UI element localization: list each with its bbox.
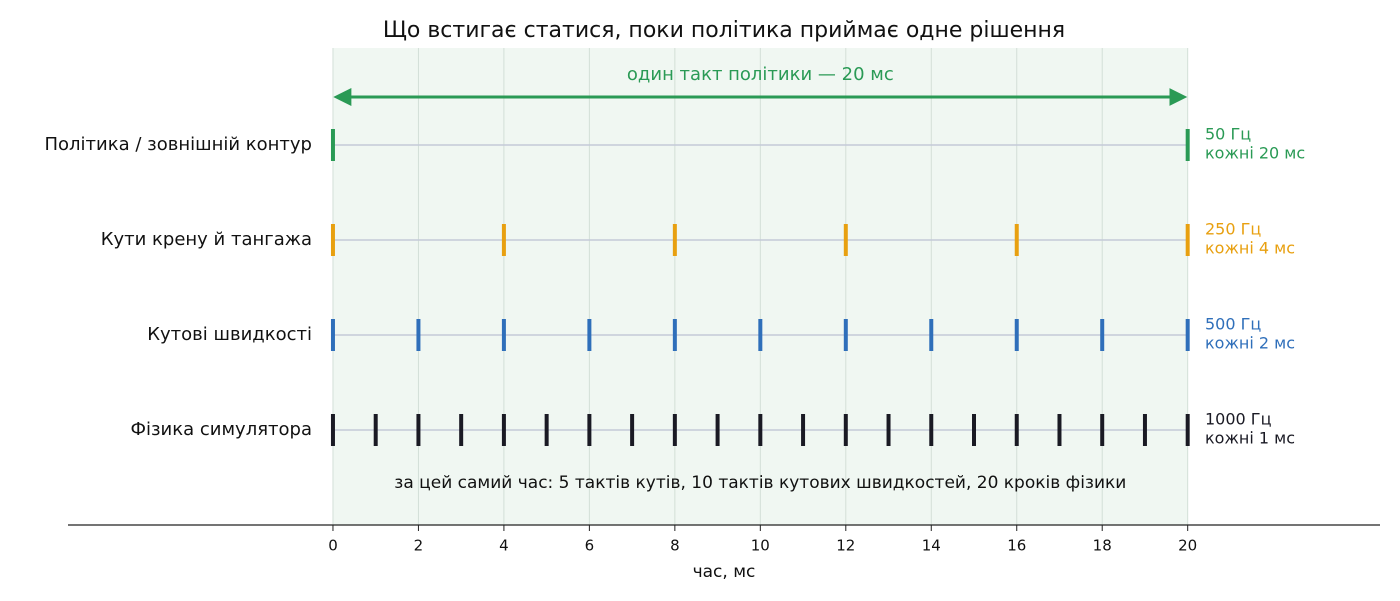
span-label: один такт політики — 20 мс (627, 64, 894, 85)
row-label: Фізика симулятора (130, 419, 312, 440)
row-label: Політика / зовнішній контур (45, 134, 313, 155)
x-tick-label: 2 (414, 537, 424, 555)
chart-title: Що встигає статися, поки політика прийма… (383, 18, 1065, 43)
period-label: кожні 2 мс (1205, 334, 1295, 353)
x-tick-label: 18 (1093, 537, 1112, 555)
period-label: кожні 4 мс (1205, 239, 1295, 258)
period-label: кожні 20 мс (1205, 144, 1305, 163)
note: за цей самий час: 5 тактів кутів, 10 так… (394, 473, 1126, 493)
rate-label: 250 Гц (1205, 220, 1261, 239)
x-tick-label: 0 (328, 537, 338, 555)
x-tick-label: 12 (836, 537, 855, 555)
rate-label: 500 Гц (1205, 315, 1261, 334)
rate-label: 50 Гц (1205, 125, 1251, 144)
x-axis-label: час, мс (693, 562, 756, 582)
row-label: Кути крену й тангажа (101, 229, 312, 250)
x-tick-label: 6 (585, 537, 595, 555)
x-tick-label: 14 (922, 537, 941, 555)
x-tick-label: 8 (670, 537, 680, 555)
x-tick-label: 4 (499, 537, 509, 555)
x-tick-label: 16 (1007, 537, 1026, 555)
rate-label: 1000 Гц (1205, 410, 1272, 429)
x-tick-label: 20 (1178, 537, 1197, 555)
row-label: Кутові швидкості (147, 324, 312, 345)
period-label: кожні 1 мс (1205, 429, 1295, 448)
x-tick-label: 10 (751, 537, 770, 555)
